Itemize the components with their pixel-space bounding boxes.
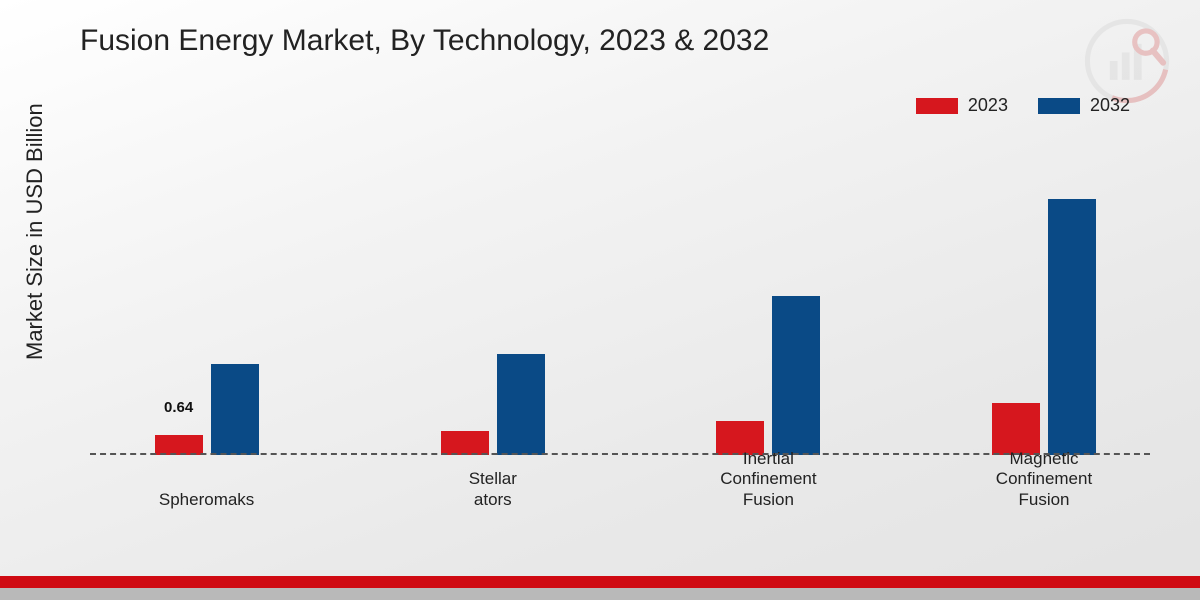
chart-canvas: Fusion Energy Market, By Technology, 202… bbox=[0, 0, 1200, 600]
legend: 2023 2032 bbox=[916, 95, 1130, 116]
bar-y2023 bbox=[441, 431, 489, 455]
bar-y2032 bbox=[772, 296, 820, 455]
footer-bar-red bbox=[0, 576, 1200, 588]
bar-group bbox=[433, 354, 553, 455]
chart-title: Fusion Energy Market, By Technology, 202… bbox=[80, 24, 769, 58]
legend-item-2023: 2023 bbox=[916, 95, 1008, 116]
bar-data-label: 0.64 bbox=[164, 399, 193, 416]
bar-y2032 bbox=[1048, 199, 1096, 455]
bar-group bbox=[708, 296, 828, 455]
bar-group bbox=[984, 199, 1104, 455]
logo-bar-1 bbox=[1110, 61, 1118, 80]
legend-swatch-2023 bbox=[916, 98, 958, 114]
bar-y2032 bbox=[497, 354, 545, 455]
watermark-logo-icon bbox=[1084, 18, 1170, 104]
logo-bar-2 bbox=[1122, 52, 1130, 80]
x-axis-category-label: Magnetic Confinement Fusion bbox=[944, 449, 1144, 510]
chart-area: Spheromaks 0.64 Stellar ators Inertial Conf… bbox=[90, 150, 1150, 510]
x-axis-category-label: Inertial Confinement Fusion bbox=[668, 449, 868, 510]
legend-swatch-2032 bbox=[1038, 98, 1080, 114]
x-axis-category-label: Spheromaks bbox=[107, 490, 307, 510]
plot-area bbox=[90, 150, 1150, 455]
legend-label-2032: 2032 bbox=[1090, 95, 1130, 116]
legend-item-2032: 2032 bbox=[1038, 95, 1130, 116]
bar-y2023 bbox=[992, 403, 1040, 455]
logo-magnifier-handle bbox=[1153, 51, 1163, 63]
x-axis-category-label: Stellar ators bbox=[393, 469, 593, 510]
legend-label-2023: 2023 bbox=[968, 95, 1008, 116]
footer-bar-grey bbox=[0, 588, 1200, 600]
y-axis-label: Market Size in USD Billion bbox=[22, 103, 48, 360]
bar-y2032 bbox=[211, 364, 259, 456]
